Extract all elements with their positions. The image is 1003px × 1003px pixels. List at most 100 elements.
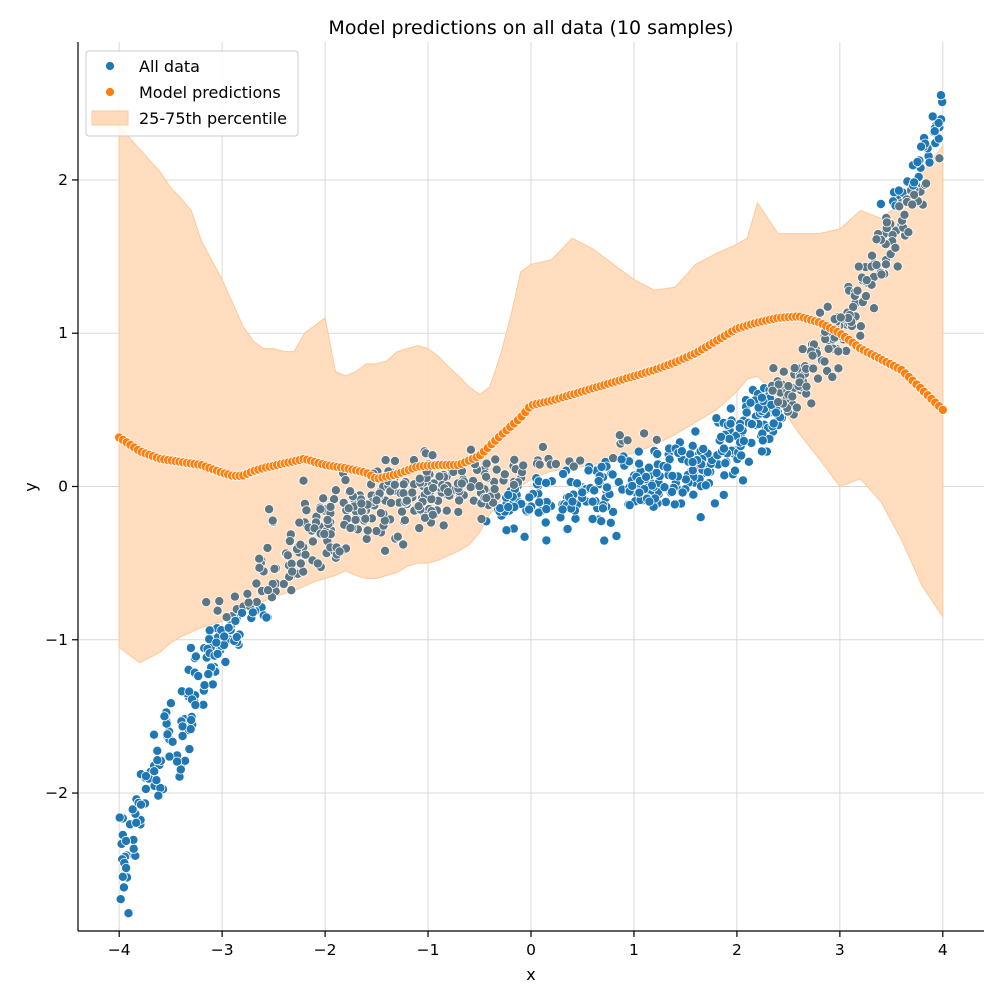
data-point	[596, 461, 607, 472]
x-axis-label: x	[526, 965, 535, 984]
data-point	[720, 458, 731, 469]
data-point	[322, 515, 333, 526]
data-point	[806, 398, 817, 409]
data-point	[140, 771, 151, 782]
data-point	[318, 493, 329, 504]
data-point	[575, 455, 586, 466]
data-point	[481, 493, 492, 504]
model-prediction-points	[114, 311, 948, 484]
data-point	[899, 209, 910, 220]
data-point	[892, 261, 903, 272]
data-point	[356, 498, 367, 509]
data-point	[718, 489, 729, 500]
data-point	[230, 615, 241, 626]
data-point	[667, 486, 678, 497]
data-point	[162, 729, 173, 740]
x-tick-label: 0	[526, 941, 536, 959]
data-point	[568, 461, 579, 472]
data-point	[345, 486, 356, 497]
data-point	[813, 373, 824, 384]
data-point	[509, 454, 520, 465]
data-point	[221, 612, 232, 623]
data-point	[916, 141, 927, 152]
legend-marker-all-data	[105, 61, 115, 71]
data-point	[231, 632, 242, 643]
legend: All data Model predictions 25-75th perce…	[85, 50, 299, 137]
data-point	[149, 766, 160, 777]
data-point	[294, 517, 305, 528]
data-point	[639, 428, 650, 439]
data-point	[875, 198, 886, 209]
data-point	[833, 363, 844, 374]
data-point	[557, 504, 568, 515]
data-point	[890, 242, 901, 253]
data-point	[524, 504, 535, 515]
data-point	[778, 366, 789, 377]
data-point	[434, 471, 445, 482]
data-point	[634, 487, 645, 498]
data-point	[121, 835, 132, 846]
data-point	[401, 495, 412, 506]
data-point	[783, 381, 794, 392]
data-point	[893, 185, 904, 196]
data-point	[491, 464, 502, 475]
data-point	[871, 234, 882, 245]
data-point	[924, 157, 935, 168]
data-point	[797, 344, 808, 355]
data-point	[427, 482, 438, 493]
data-point	[725, 403, 736, 414]
data-point	[315, 504, 326, 515]
data-point	[229, 591, 240, 602]
data-point	[730, 465, 741, 476]
data-point	[599, 535, 610, 546]
data-point	[243, 597, 254, 608]
legend-label-percentile: 25-75th percentile	[139, 109, 287, 128]
data-point	[362, 525, 373, 536]
data-point	[716, 431, 727, 442]
x-tick-label: −3	[211, 941, 234, 959]
data-point	[724, 433, 735, 444]
data-point	[151, 775, 162, 786]
data-point	[572, 478, 583, 489]
data-point	[262, 542, 273, 553]
data-point	[773, 379, 784, 390]
data-point	[426, 494, 437, 505]
data-point	[298, 475, 309, 486]
x-tick-label: 4	[938, 941, 948, 959]
data-point	[167, 736, 178, 747]
data-point	[312, 558, 323, 569]
data-point	[644, 496, 655, 507]
data-point	[734, 422, 745, 433]
data-point	[934, 153, 945, 164]
data-point	[852, 285, 863, 296]
data-point	[489, 484, 500, 495]
data-point	[201, 597, 212, 608]
data-point	[219, 631, 230, 642]
x-tick-label: −1	[417, 941, 440, 959]
data-point	[131, 817, 142, 828]
data-point	[861, 275, 872, 286]
data-point	[624, 500, 635, 511]
data-point	[118, 882, 129, 893]
data-point	[725, 418, 736, 429]
data-point	[736, 450, 747, 461]
data-point	[593, 475, 604, 486]
data-point	[441, 505, 452, 516]
data-point	[350, 514, 361, 525]
data-point	[443, 486, 454, 497]
data-point	[541, 504, 552, 515]
data-point	[660, 496, 671, 507]
data-point	[540, 517, 551, 528]
data-point	[264, 504, 275, 515]
data-point	[855, 321, 866, 332]
data-point	[114, 812, 125, 823]
data-point	[607, 469, 618, 480]
data-point	[242, 588, 253, 599]
data-point	[815, 307, 826, 318]
data-point	[267, 515, 278, 526]
data-point	[822, 301, 833, 312]
y-tick-label: −2	[45, 784, 68, 802]
data-point	[481, 458, 492, 469]
data-point	[345, 523, 356, 534]
